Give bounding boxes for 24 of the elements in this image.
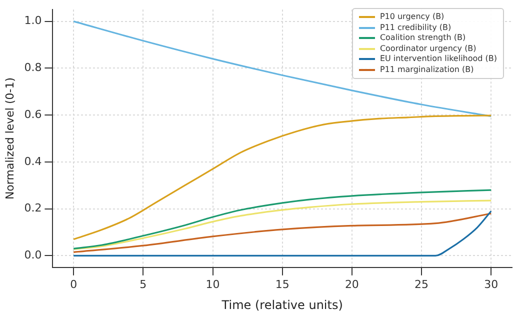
legend-label: P10 urgency (B) [380, 12, 444, 22]
legend-label: Coalition strength (B) [380, 33, 466, 44]
legend-label: Coordinator urgency (B) [380, 44, 476, 54]
line-series [72, 189, 492, 250]
line-series [72, 114, 492, 240]
legend-label: P11 credibility (B) [380, 22, 452, 33]
x-axis-title: Time (relative units) [220, 298, 343, 312]
y-tick-label: 0.2 [24, 202, 42, 215]
y-axis-title: Normalized level (0-1) [3, 77, 16, 200]
legend-label: EU intervention likelihood (B) [380, 54, 497, 64]
x-tick-label: 20 [344, 278, 359, 291]
y-tick-label: 0.0 [24, 248, 42, 262]
y-tick-label: 0.8 [24, 61, 42, 74]
legend-label: P11 marginalization (B) [380, 64, 474, 75]
y-tick-label: 0.6 [24, 108, 42, 121]
x-tick-label: 5 [140, 278, 147, 291]
x-tick-label: 30 [484, 278, 498, 291]
x-tick-label: 15 [275, 278, 290, 291]
x-tick-label: 10 [206, 278, 220, 291]
line-series [72, 200, 492, 250]
x-tick-label: 0 [70, 278, 78, 291]
y-tick-label: 1.0 [24, 14, 42, 28]
x-tick-label: 25 [414, 278, 429, 291]
y-tick-label: 0.4 [24, 154, 42, 168]
